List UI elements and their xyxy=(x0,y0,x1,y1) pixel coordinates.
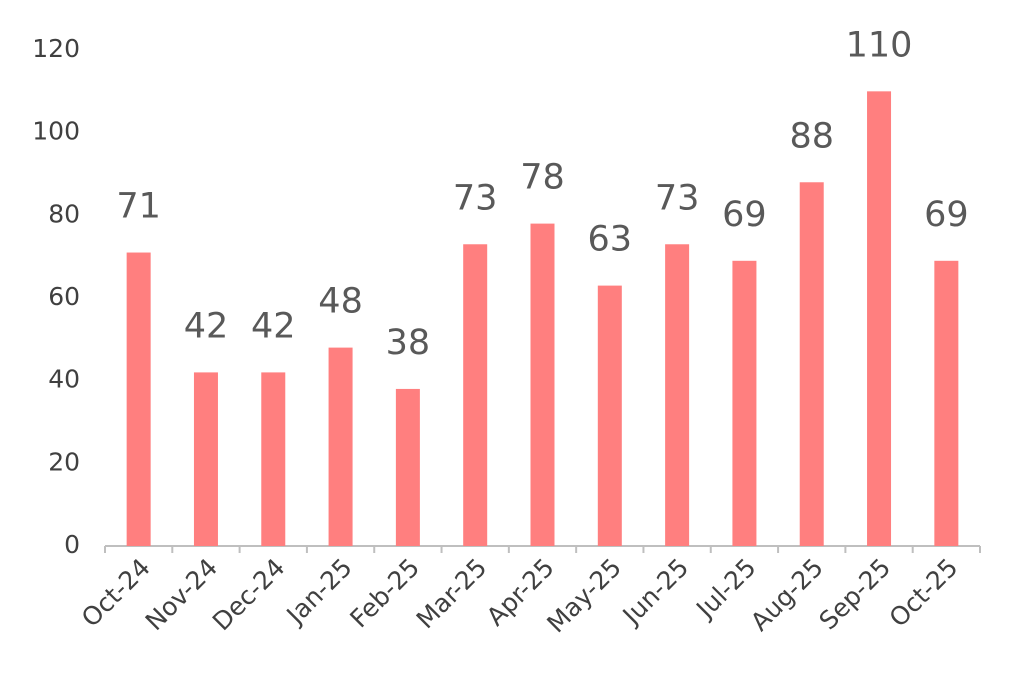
y-tick-label: 80 xyxy=(48,199,80,228)
x-tick-label: Oct-25 xyxy=(884,553,964,633)
bar xyxy=(328,347,353,546)
bar xyxy=(732,260,757,546)
bar xyxy=(867,91,892,546)
bar xyxy=(395,388,420,546)
y-tick-label: 60 xyxy=(48,282,80,311)
value-label: 73 xyxy=(453,178,498,218)
x-tick-label: Jun-25 xyxy=(616,553,694,631)
value-label: 69 xyxy=(924,195,969,235)
value-label: 42 xyxy=(251,306,296,346)
x-tick-label: Sep-25 xyxy=(814,553,897,636)
x-tick-label: Feb-25 xyxy=(344,553,425,634)
value-label: 48 xyxy=(318,282,363,322)
value-label: 110 xyxy=(846,25,913,65)
bar xyxy=(193,372,218,546)
y-tick-label: 40 xyxy=(48,365,80,394)
value-label: 73 xyxy=(655,178,700,218)
x-tick-label: Nov-24 xyxy=(140,553,223,636)
bar xyxy=(799,182,824,546)
value-label: 63 xyxy=(588,220,633,260)
value-label: 78 xyxy=(520,158,565,198)
bar xyxy=(126,252,151,547)
y-tick-label: 0 xyxy=(64,530,80,559)
x-tick-label: Jan-25 xyxy=(280,553,358,631)
x-tick-label: Mar-25 xyxy=(411,553,493,635)
bar xyxy=(597,285,622,546)
bar xyxy=(934,260,959,546)
value-label: 38 xyxy=(386,323,431,363)
value-label: 69 xyxy=(722,195,767,235)
value-label: 88 xyxy=(789,116,834,156)
x-tick-label: May-25 xyxy=(541,553,627,639)
y-tick-label: 120 xyxy=(32,34,80,63)
x-tick-label: Dec-24 xyxy=(207,553,291,637)
bar xyxy=(665,244,690,546)
value-label: 42 xyxy=(184,306,229,346)
bar xyxy=(463,244,488,546)
y-tick-label: 100 xyxy=(32,117,80,146)
y-tick-label: 20 xyxy=(48,447,80,476)
bar xyxy=(261,372,286,546)
value-label: 71 xyxy=(116,187,161,227)
x-tick-label: Aug-25 xyxy=(745,553,829,637)
bar xyxy=(530,223,555,546)
